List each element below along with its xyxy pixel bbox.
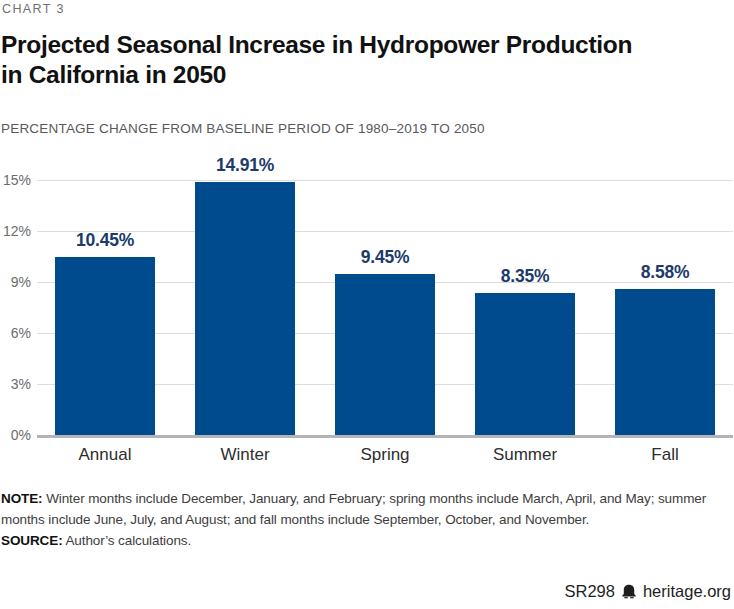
x-tick-summer: Summer — [455, 445, 595, 465]
y-tick-label: 0% — [0, 427, 31, 443]
notes-block: NOTE: Winter months include December, Ja… — [1, 488, 733, 551]
source-paragraph: SOURCE: Author’s calculations. — [1, 530, 733, 551]
y-tick-label: 15% — [0, 172, 31, 188]
chart-page: CHART 3 Projected Seasonal Increase in H… — [0, 0, 734, 609]
note-paragraph: NOTE: Winter months include December, Ja… — [1, 488, 733, 530]
x-tick-spring: Spring — [315, 445, 455, 465]
y-tick-label: 12% — [0, 223, 31, 239]
source-text: Author’s calculations. — [63, 533, 192, 548]
bar-annual — [55, 257, 155, 435]
bar-value-annual: 10.45% — [35, 230, 175, 251]
bar-spring — [335, 274, 435, 435]
note-text: Winter months include December, January,… — [1, 491, 706, 527]
source-label: SOURCE: — [1, 533, 63, 548]
bar-value-fall: 8.58% — [595, 262, 734, 283]
x-tick-winter: Winter — [175, 445, 315, 465]
bar-fall — [615, 289, 715, 435]
bar-summer — [475, 293, 575, 435]
bar-value-summer: 8.35% — [455, 266, 595, 287]
report-id: SR298 — [564, 582, 614, 601]
liberty-bell-icon — [621, 584, 637, 599]
footer: SR298 heritage.org — [564, 582, 731, 601]
bar-value-winter: 14.91% — [175, 155, 315, 176]
y-tick-label: 9% — [0, 274, 31, 290]
y-tick-label: 3% — [0, 376, 31, 392]
note-label: NOTE: — [1, 491, 43, 506]
site-name: heritage.org — [643, 582, 731, 601]
gridline-0 — [37, 435, 733, 438]
gridline-15 — [37, 180, 733, 181]
x-tick-fall: Fall — [595, 445, 734, 465]
x-tick-annual: Annual — [35, 445, 175, 465]
y-tick-label: 6% — [0, 325, 31, 341]
bar-value-spring: 9.45% — [315, 247, 455, 268]
bar-winter — [195, 182, 295, 435]
